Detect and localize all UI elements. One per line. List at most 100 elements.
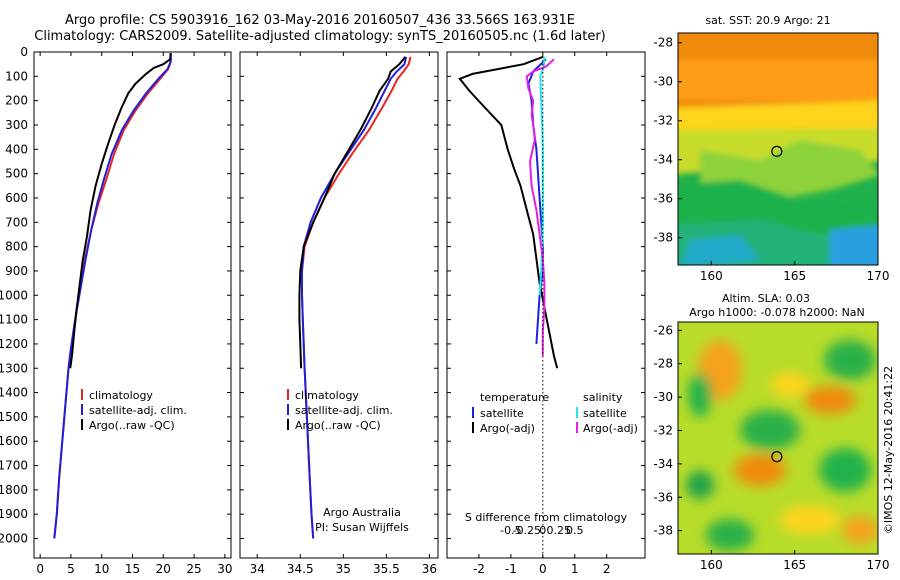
sla-map-field — [678, 322, 878, 554]
argo-position-marker — [771, 451, 783, 463]
legend-label: climatology — [295, 389, 359, 402]
x-tick-label: 25 — [186, 562, 201, 576]
sst-map-title: sat. SST: 20.9 Argo: 21 — [705, 14, 830, 27]
y-tick-label: 1700 — [0, 459, 28, 473]
sla-map-subtitle: Argo h1000: -0.078 h2000: NaN — [689, 306, 865, 319]
legend-label: satellite-adj. clim. — [295, 404, 393, 417]
series-line-salinity-argo-adj- — [525, 58, 555, 357]
y-tick-label: 600 — [5, 191, 28, 205]
plot-frame-2 — [239, 51, 439, 559]
salinity-diff-tick-label: 0 — [539, 524, 546, 537]
plot-frame-3 — [446, 51, 646, 559]
map-x-tick-label: 160 — [700, 558, 723, 572]
y-tick-label: 1300 — [0, 361, 28, 375]
y-tick-label: 1600 — [0, 434, 28, 448]
salinity-diff-tick-label: -0.5 — [500, 524, 521, 537]
series-line-satellite-adj-clim- — [53, 53, 172, 539]
map-y-tick-label: -38 — [653, 524, 673, 538]
y-tick-label: 1200 — [0, 337, 28, 351]
y-tick-label: 0 — [20, 45, 28, 59]
salinity-diff-tick-label: -0.25 — [513, 524, 541, 537]
y-tick-label: 900 — [5, 264, 28, 278]
map-x-tick-label: 170 — [867, 558, 890, 572]
map-y-tick-label: -34 — [653, 153, 673, 167]
x-tick-label: 36 — [422, 562, 437, 576]
map-y-tick-label: -28 — [653, 36, 673, 50]
legend-label: satellite-adj. clim. — [89, 404, 187, 417]
figure-title-line2: Climatology: CARS2009. Satellite-adjuste… — [34, 29, 606, 44]
legend-label: satellite — [480, 407, 524, 420]
y-tick-label: 100 — [5, 69, 28, 83]
x-tick-label: 1 — [571, 562, 579, 576]
y-tick-label: 700 — [5, 215, 28, 229]
y-tick-label: 300 — [5, 118, 28, 132]
legend-label: Argo(-adj) — [480, 422, 535, 435]
legend-heading-salinity: salinity — [583, 391, 623, 404]
series-line-argo-raw-qc- — [298, 56, 407, 369]
salinity-diff-tick-label: 0.25 — [547, 524, 572, 537]
map-x-tick-label: 160 — [700, 269, 723, 283]
legend-label: satellite — [583, 407, 627, 420]
legend-label: Argo(..raw -QC) — [89, 419, 175, 432]
figure-title-line1: Argo profile: CS 5903916_162 03-May-2016… — [65, 13, 575, 28]
legend-label: Argo(..raw -QC) — [295, 419, 381, 432]
x-tick-label: 2 — [603, 562, 611, 576]
x-tick-label: -2 — [473, 562, 485, 576]
credit-pi: PI: Susan Wijffels — [315, 521, 409, 534]
map-y-tick-label: -34 — [653, 457, 673, 471]
map-y-tick-label: -36 — [653, 490, 673, 504]
y-tick-label: 800 — [5, 240, 28, 254]
copyright-timestamp: ©IMOS 12-May-2016 20:41:22 — [882, 366, 895, 534]
series-line-argo-raw-qc- — [69, 53, 172, 369]
map-x-tick-label: 165 — [783, 269, 806, 283]
map-y-tick-label: -32 — [653, 114, 673, 128]
map-y-tick-label: -28 — [653, 357, 673, 371]
salinity-diff-axis-title: S difference from climatology — [465, 511, 628, 524]
y-tick-label: 2000 — [0, 532, 28, 546]
map-y-tick-label: -36 — [653, 192, 673, 206]
y-tick-label: 1900 — [0, 507, 28, 521]
series-line-climatology — [53, 53, 172, 539]
credit-organisation: Argo Australia — [323, 506, 401, 519]
map-y-tick-label: -30 — [653, 390, 673, 404]
series-line-climatology — [301, 56, 412, 539]
argo-position-marker — [771, 145, 783, 157]
x-tick-label: -1 — [505, 562, 517, 576]
y-tick-label: 1800 — [0, 483, 28, 497]
y-tick-label: 200 — [5, 94, 28, 108]
map-x-tick-label: 170 — [867, 269, 890, 283]
series-line-satellite-adj-clim- — [301, 56, 408, 539]
x-tick-label: 0 — [539, 562, 547, 576]
map-x-tick-label: 165 — [783, 558, 806, 572]
x-tick-label: 10 — [94, 562, 109, 576]
map-y-tick-label: -26 — [653, 323, 673, 337]
x-tick-label: 5 — [67, 562, 75, 576]
x-tick-label: 30 — [217, 562, 232, 576]
y-tick-label: 1000 — [0, 288, 28, 302]
x-tick-label: 20 — [156, 562, 171, 576]
y-tick-label: 400 — [5, 142, 28, 156]
y-tick-label: 500 — [5, 167, 28, 181]
y-tick-label: 1100 — [0, 313, 28, 327]
x-tick-label: 35.5 — [373, 562, 400, 576]
map-frame-1 — [677, 32, 879, 266]
sst-map-field — [678, 33, 878, 265]
x-tick-label: 15 — [125, 562, 140, 576]
y-tick-label: 1400 — [0, 386, 28, 400]
legend-label: Argo(-adj) — [583, 422, 638, 435]
series-line-temperature-argo-adj- — [458, 55, 559, 369]
plot-frame-1 — [33, 51, 232, 559]
map-y-tick-label: -32 — [653, 423, 673, 437]
x-tick-label: 0 — [36, 562, 44, 576]
map-y-tick-label: -30 — [653, 75, 673, 89]
salinity-diff-tick-label: 0.5 — [566, 524, 584, 537]
legend-heading-temperature: temperature — [480, 391, 549, 404]
x-tick-label: 34.5 — [287, 562, 314, 576]
map-frame-2 — [677, 321, 879, 555]
x-tick-label: 34 — [250, 562, 265, 576]
legend-label: climatology — [89, 389, 153, 402]
sla-map-title: Altim. SLA: 0.03 — [722, 292, 810, 305]
x-tick-label: 35 — [336, 562, 351, 576]
y-tick-label: 1500 — [0, 410, 28, 424]
